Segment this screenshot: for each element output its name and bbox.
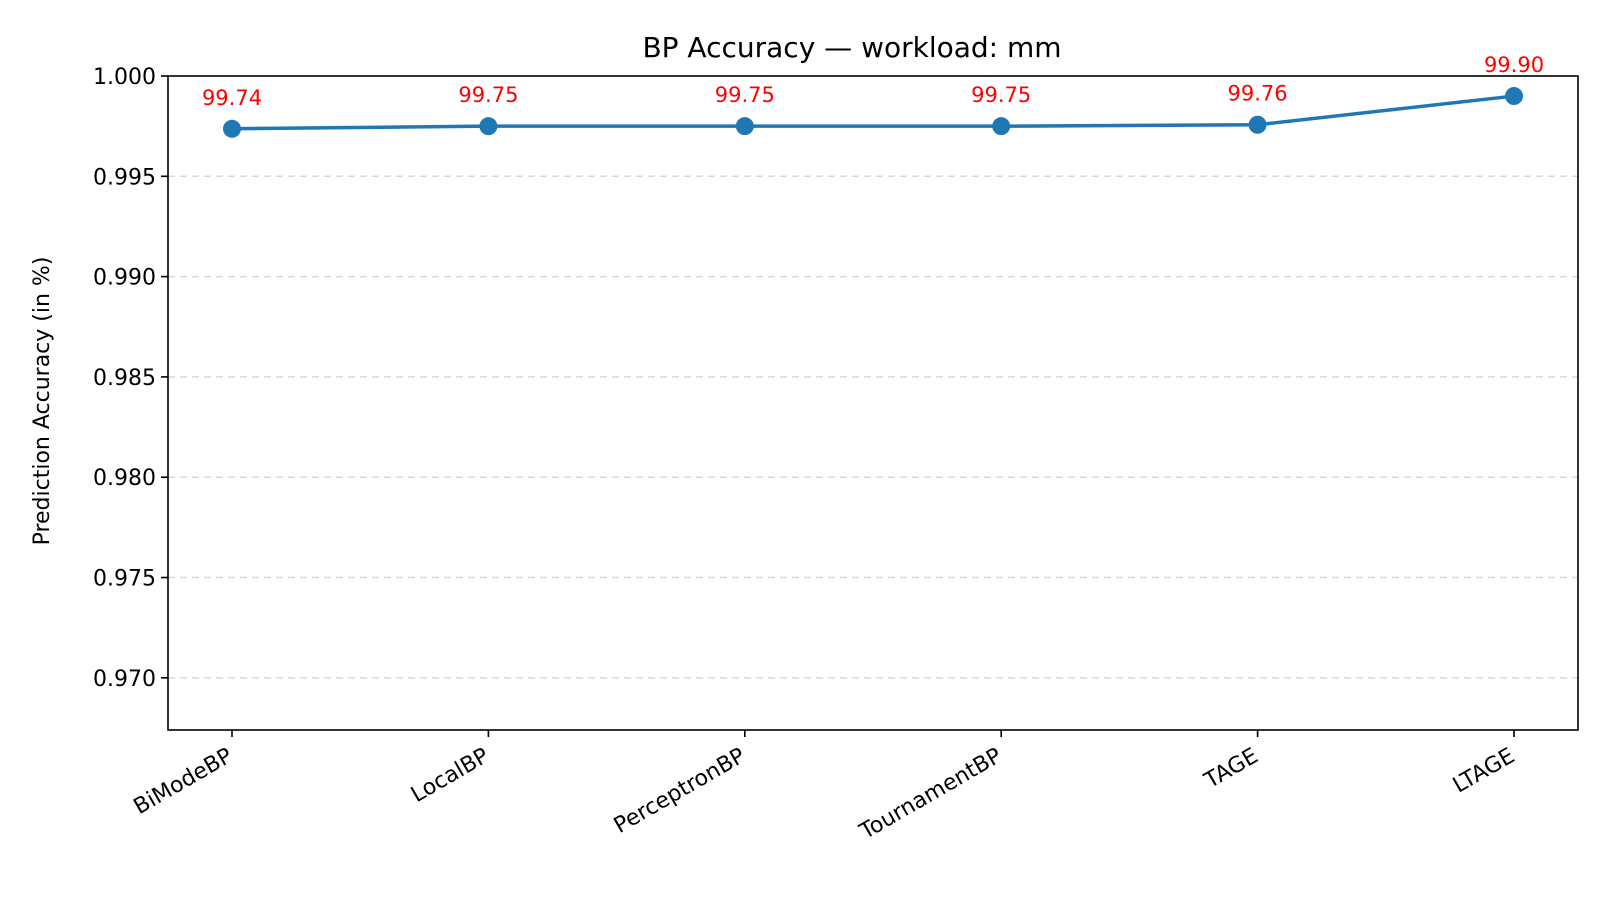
- data-labels: 99.74 99.75 99.75 99.75 99.76 99.90: [202, 53, 1544, 110]
- data-point: [1505, 87, 1523, 106]
- data-points: [223, 87, 1523, 138]
- chart-title: BP Accuracy — workload: mm: [642, 31, 1061, 64]
- x-tick-label: TournamentBP: [855, 744, 1006, 846]
- x-tick-label: LTAGE: [1449, 744, 1519, 799]
- series-line: [231, 94, 1515, 131]
- data-point: [479, 117, 498, 136]
- y-tick-label: 0.970: [93, 667, 156, 692]
- y-tick-label: 1.000: [93, 65, 156, 90]
- data-point: [1248, 115, 1267, 134]
- data-label: 99.76: [1228, 82, 1288, 106]
- y-tick-label: 0.975: [93, 567, 156, 592]
- x-tick-label: BiModeBP: [130, 744, 237, 820]
- x-tick-label: TAGE: [1200, 744, 1263, 795]
- y-axis-label: Prediction Accuracy (in %): [30, 257, 55, 546]
- gridlines: [168, 175, 1578, 679]
- data-label: 99.90: [1484, 53, 1544, 77]
- y-tick-label: 0.985: [93, 366, 156, 391]
- y-tick-label: 0.990: [93, 266, 156, 291]
- data-label: 99.75: [458, 83, 518, 107]
- x-tick-label: PerceptronBP: [610, 744, 750, 839]
- y-tick-label: 0.980: [93, 466, 156, 491]
- data-label: 99.75: [715, 83, 775, 107]
- data-point: [223, 119, 241, 138]
- y-axis-ticks: 0.970 0.975 0.980 0.985 0.990 0.995 1.000: [93, 65, 168, 692]
- y-tick-label: 0.995: [93, 165, 156, 190]
- x-tick-label: LocalBP: [407, 744, 493, 808]
- data-label: 99.75: [971, 83, 1031, 107]
- data-point: [735, 117, 754, 136]
- data-point: [992, 117, 1011, 136]
- plot-frame: [167, 75, 1579, 731]
- data-label: 99.74: [202, 86, 262, 110]
- x-axis-ticks: BiModeBP LocalBP PerceptronBP TournamentBP T…: [130, 730, 1519, 845]
- series-line-layer: [231, 94, 1515, 131]
